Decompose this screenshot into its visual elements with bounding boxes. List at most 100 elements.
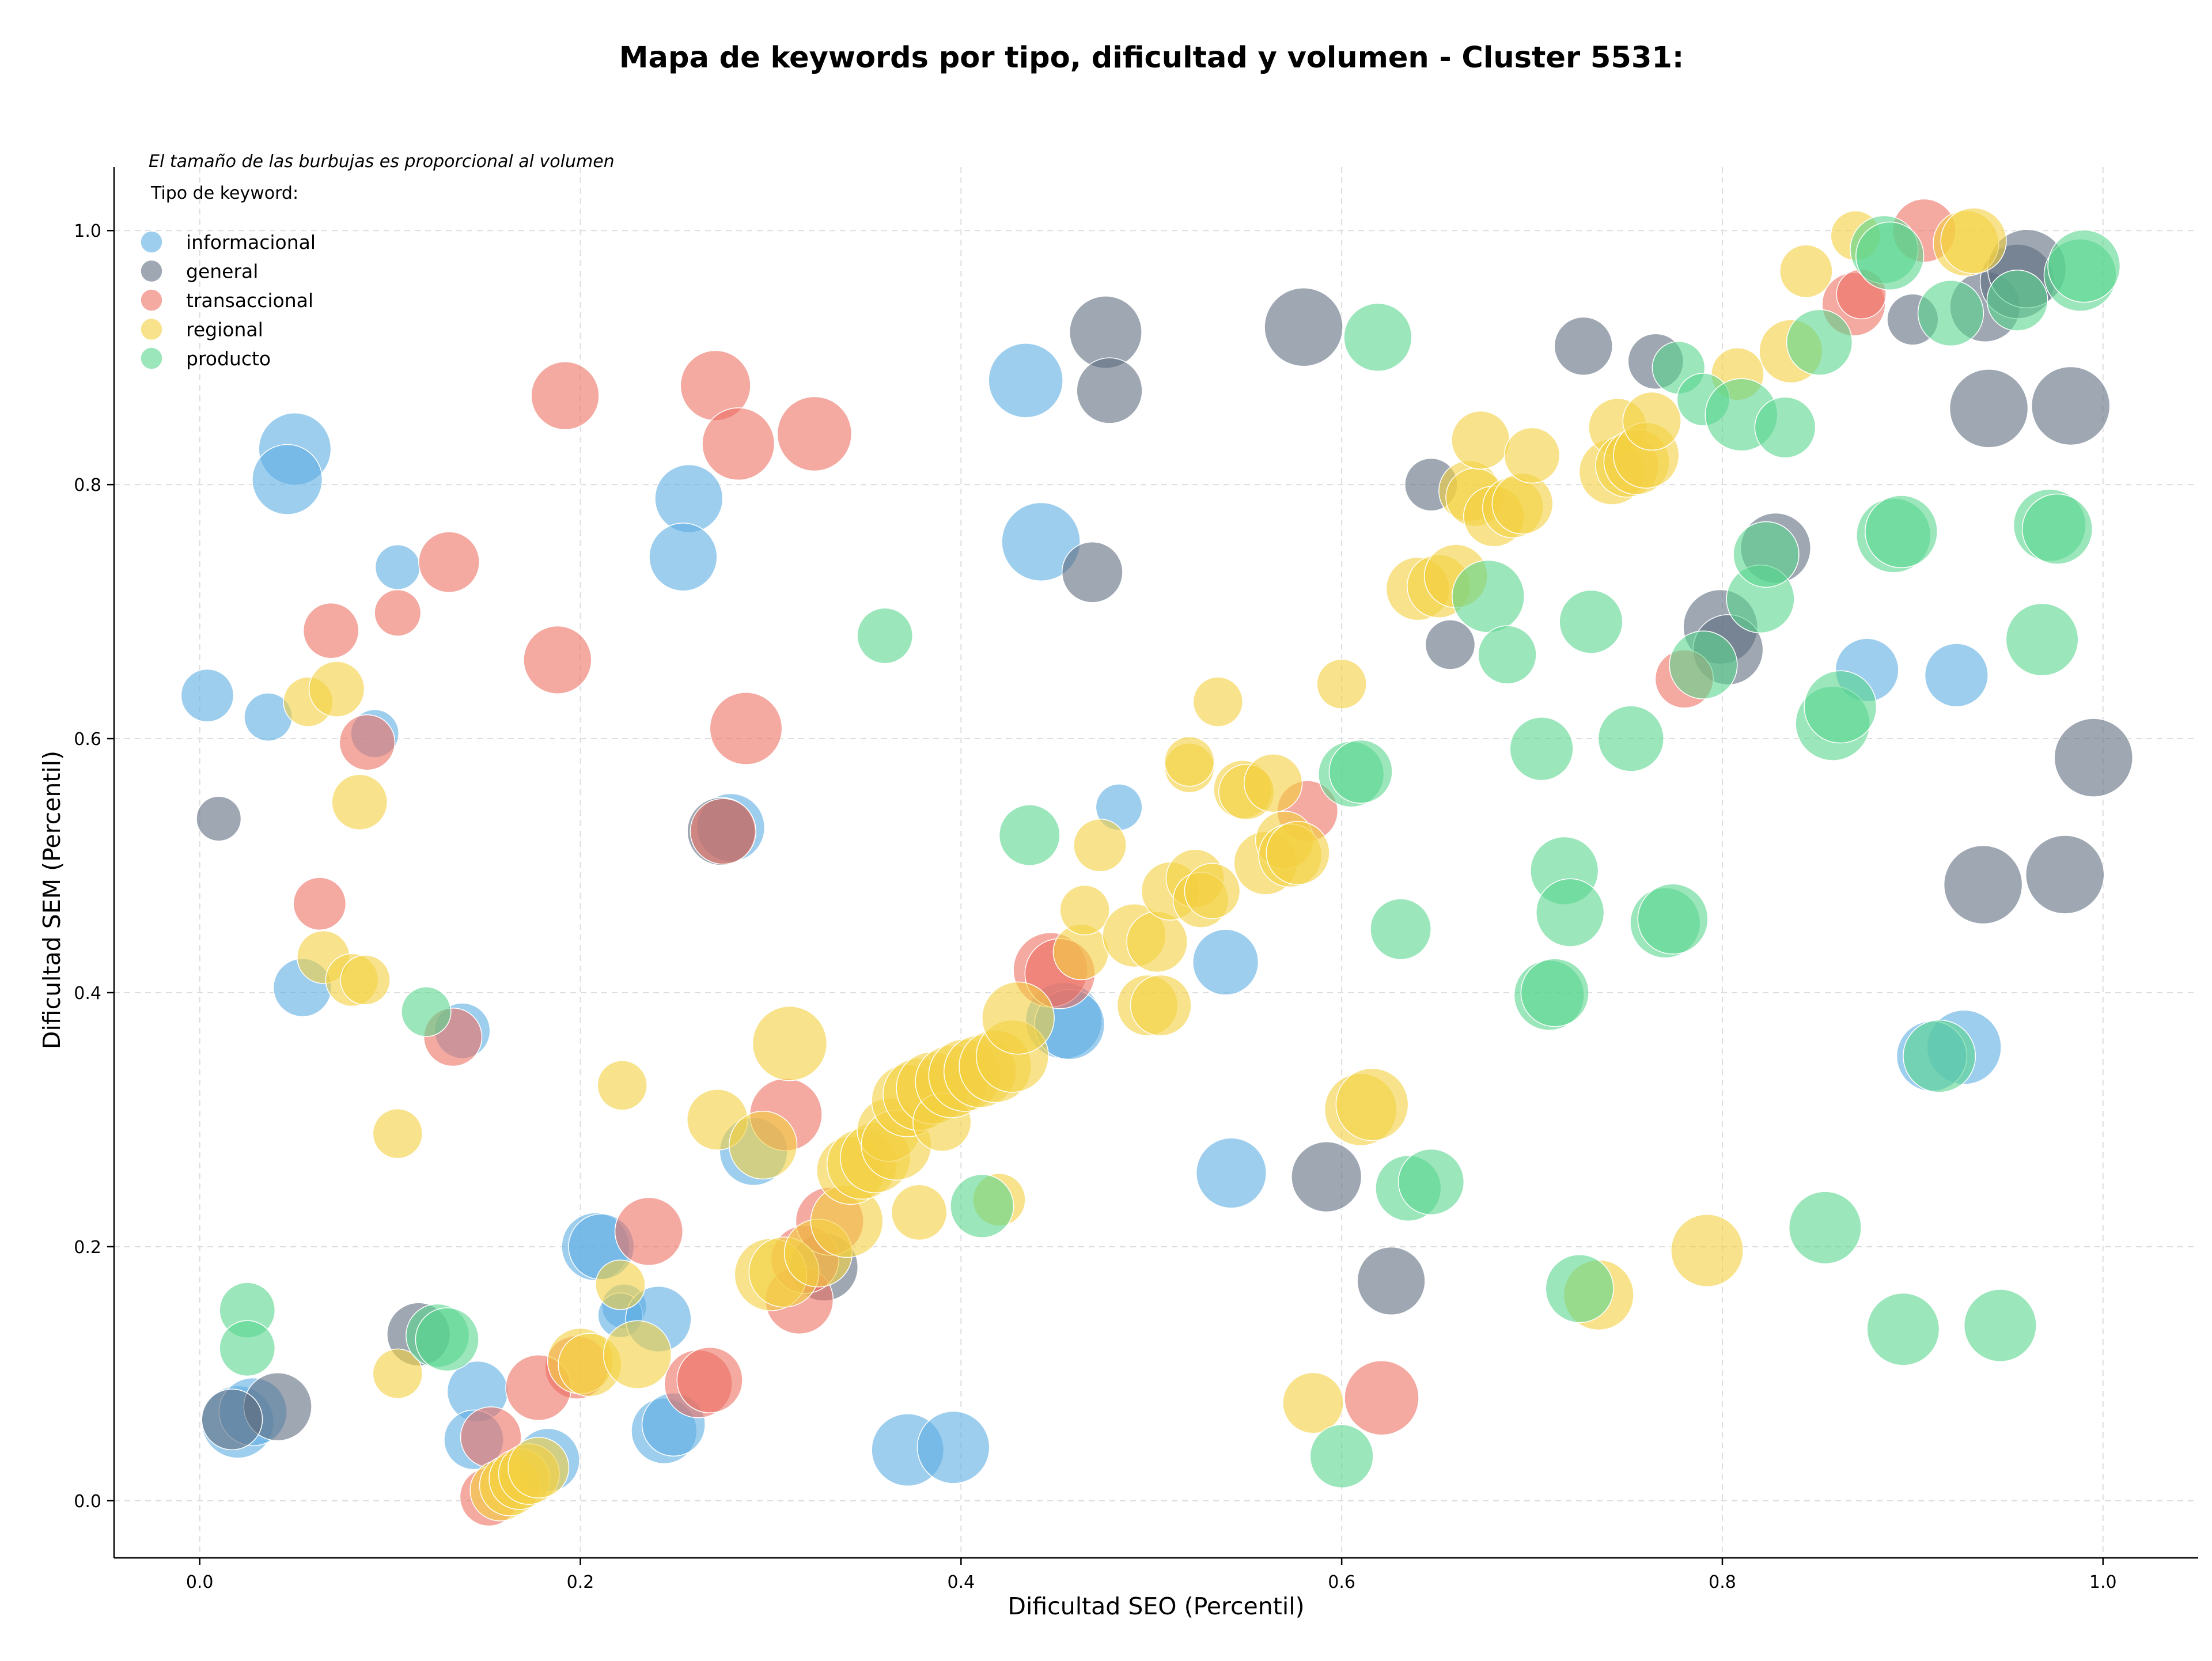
bubble-producto bbox=[1559, 589, 1623, 654]
bubble-general bbox=[1943, 845, 2023, 925]
bubble-general bbox=[1949, 369, 2029, 448]
x-tick-label: 0.4 bbox=[947, 1572, 975, 1592]
bubble-producto bbox=[2047, 229, 2121, 303]
bubble-regional bbox=[1491, 472, 1554, 535]
bubble-general bbox=[196, 796, 242, 842]
chart-title: Mapa de keywords por tipo, dificultad y … bbox=[619, 41, 1684, 75]
bubble-transaccional bbox=[339, 714, 396, 771]
y-axis-label: Dificultad SEM (Percentil) bbox=[38, 751, 66, 1049]
legend-label-transaccional: transaccional bbox=[186, 289, 313, 312]
bubble-informacional bbox=[1192, 929, 1259, 996]
bubble-producto bbox=[1509, 717, 1574, 781]
y-tick-label: 0.6 bbox=[74, 729, 101, 750]
x-tick-label: 0.0 bbox=[186, 1572, 214, 1592]
bubble-regional bbox=[1622, 391, 1681, 451]
x-axis-label: Dificultad SEO (Percentil) bbox=[1007, 1592, 1304, 1620]
bubble-producto bbox=[1963, 1289, 2037, 1363]
y-tick-label: 0.8 bbox=[74, 475, 101, 495]
bubble-informacional bbox=[916, 1410, 990, 1484]
legend-label-producto: producto bbox=[186, 347, 271, 370]
bubble-size-note: El tamaño de las burbujas es proporciona… bbox=[149, 152, 615, 172]
bubble-transaccional bbox=[702, 407, 775, 481]
legend-label-regional: regional bbox=[186, 319, 263, 341]
legend-marker-producto bbox=[140, 347, 163, 370]
bubble-informacional bbox=[654, 464, 724, 534]
bubble-producto bbox=[1855, 221, 1925, 290]
bubble-producto bbox=[1520, 958, 1589, 1027]
bubble-general bbox=[1061, 541, 1123, 603]
bubble-producto bbox=[1917, 279, 1984, 347]
axes: 0.0 0.2 0.4 0.6 0.8 1.0 0.0 0.2 0.4 0.6 0.8 1.0 bbox=[74, 167, 2198, 1592]
legend-marker-general bbox=[140, 259, 163, 283]
bubble-informacional bbox=[649, 523, 718, 592]
bubble-general bbox=[1425, 619, 1476, 670]
bubble-general bbox=[1291, 1141, 1362, 1213]
bubble-regional bbox=[1164, 736, 1215, 787]
y-tick-label: 1.0 bbox=[74, 221, 101, 241]
bubble-regional bbox=[1244, 754, 1303, 813]
bubble-regional bbox=[891, 1184, 948, 1241]
bubble-informacional bbox=[1001, 502, 1081, 582]
bubble-producto bbox=[1903, 1019, 1976, 1093]
bubble-regional bbox=[1059, 884, 1110, 936]
bubble-general bbox=[201, 1388, 263, 1451]
bubble-producto bbox=[857, 607, 913, 664]
bubble-producto bbox=[1597, 705, 1665, 772]
bubble-general bbox=[1069, 296, 1142, 369]
y-tick-label: 0.0 bbox=[74, 1492, 101, 1512]
legend-marker-transaccional bbox=[140, 289, 163, 312]
bubble-regional bbox=[603, 1320, 672, 1389]
bubble-producto bbox=[1669, 630, 1738, 699]
bubble-regional bbox=[1073, 818, 1127, 872]
bubble-regional bbox=[597, 1060, 647, 1111]
bubble-producto bbox=[2021, 493, 2093, 565]
bubble-producto bbox=[998, 804, 1060, 867]
bubble-producto bbox=[1536, 878, 1605, 947]
bubble-producto bbox=[950, 1174, 1014, 1238]
bubble-regional bbox=[1184, 862, 1241, 920]
bubble-producto bbox=[1986, 270, 2048, 331]
bubble-transaccional bbox=[374, 589, 422, 637]
bubble-producto bbox=[1452, 559, 1525, 633]
bubble-transaccional bbox=[293, 877, 347, 931]
bubble-informacional bbox=[988, 343, 1063, 418]
bubble-regional bbox=[340, 955, 391, 1005]
bubble-general bbox=[1357, 1246, 1426, 1316]
y-tick-label: 0.2 bbox=[74, 1238, 101, 1258]
bubble-producto bbox=[1786, 309, 1853, 376]
bubble-producto bbox=[1733, 521, 1800, 588]
bubble-regional bbox=[1779, 244, 1833, 298]
bubble-transaccional bbox=[676, 1346, 743, 1414]
bubble-regional bbox=[1316, 659, 1367, 710]
bubble-regional bbox=[1335, 1068, 1409, 1141]
bubble-producto bbox=[1637, 883, 1709, 955]
bubbles bbox=[180, 198, 2134, 1527]
bubble-regional bbox=[1266, 820, 1330, 886]
bubble-general bbox=[1554, 316, 1613, 376]
x-tick-label: 0.6 bbox=[1328, 1572, 1355, 1592]
bubble-producto bbox=[1754, 396, 1816, 459]
bubble-informacional bbox=[374, 544, 421, 590]
x-tick-label: 0.8 bbox=[1709, 1572, 1736, 1592]
legend-label-informacional: informacional bbox=[186, 231, 316, 253]
bubble-informacional bbox=[1195, 1137, 1267, 1209]
bubble-producto bbox=[401, 986, 452, 1037]
bubble-general bbox=[2054, 718, 2134, 797]
legend-title: Tipo de keyword: bbox=[150, 183, 298, 203]
bubble-producto bbox=[1804, 670, 1877, 744]
bubble-regional bbox=[1126, 911, 1188, 973]
bubble-producto bbox=[1478, 625, 1537, 684]
bubble-transaccional bbox=[302, 602, 359, 659]
bubble-transaccional bbox=[709, 691, 783, 765]
y-tick-label: 0.4 bbox=[74, 983, 101, 1004]
bubble-regional bbox=[1192, 676, 1244, 727]
x-tick-label: 0.2 bbox=[567, 1572, 594, 1592]
bubble-producto bbox=[1788, 1191, 1862, 1265]
bubble-producto bbox=[1545, 1254, 1614, 1323]
x-tick-label: 1.0 bbox=[2089, 1572, 2117, 1592]
bubble-regional bbox=[331, 774, 388, 831]
bubble-transaccional bbox=[531, 361, 600, 430]
bubble-producto bbox=[1866, 1292, 1940, 1366]
bubble-producto bbox=[1343, 302, 1412, 372]
bubble-regional bbox=[1130, 974, 1192, 1036]
